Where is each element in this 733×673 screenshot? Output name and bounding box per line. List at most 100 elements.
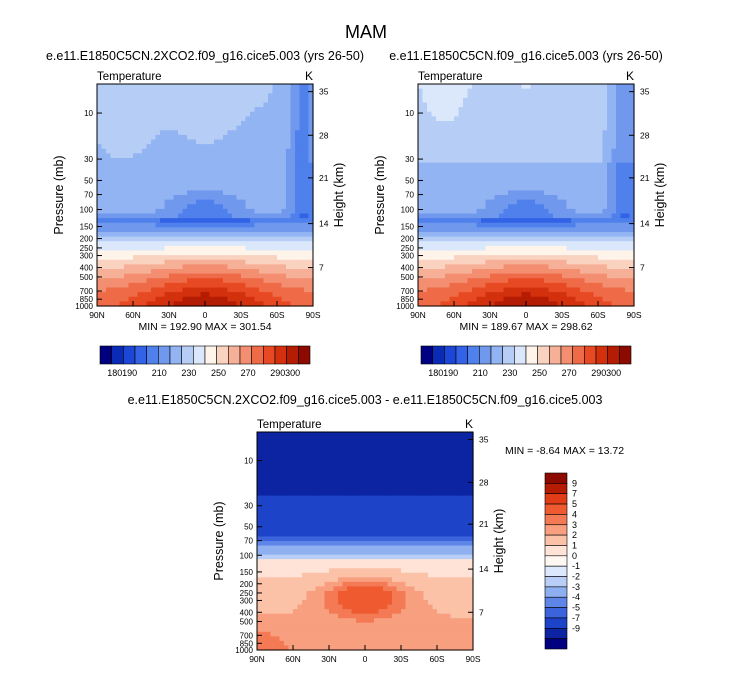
field-cell [297, 445, 303, 451]
field-cell [512, 269, 518, 275]
field-cell [476, 97, 482, 104]
field-cell [548, 107, 554, 113]
field-cell [200, 269, 206, 275]
field-cell [445, 282, 451, 289]
field-cell [481, 111, 487, 117]
field-cell [593, 144, 599, 150]
field-cell [463, 218, 469, 224]
field-cell [472, 292, 478, 298]
field-cell [218, 107, 224, 113]
field-cell [182, 181, 188, 187]
field-cell [281, 199, 287, 205]
field-cell [169, 287, 175, 293]
field-cell [508, 301, 514, 307]
field-cell [458, 241, 464, 247]
field-cell [214, 227, 220, 233]
field-cell [589, 282, 595, 289]
field-cell [544, 287, 550, 293]
field-cell [178, 88, 184, 94]
field-cell [598, 245, 604, 252]
field-cell [575, 134, 581, 141]
field-cell [580, 250, 586, 256]
field-cell [227, 269, 233, 275]
field-cell [530, 264, 536, 270]
field-cell [178, 241, 184, 247]
field-cell [142, 236, 148, 242]
field-cell [593, 158, 599, 164]
field-cell [494, 181, 500, 187]
field-cell [218, 176, 224, 182]
field-cell [106, 241, 112, 247]
field-cell [286, 204, 292, 210]
field-cell [422, 273, 428, 279]
field-cell [124, 273, 130, 279]
field-cell [232, 158, 238, 164]
field-cell [526, 273, 532, 279]
field-cell [356, 436, 362, 442]
field-cell [526, 111, 532, 117]
field-cell [209, 282, 215, 289]
field-cell [499, 139, 505, 145]
field-cell [101, 125, 107, 131]
field-cell [106, 218, 112, 224]
field-cell [562, 241, 568, 247]
field-cell [436, 250, 442, 256]
field-cell [133, 204, 139, 210]
field-cell [164, 222, 170, 228]
field-cell [383, 436, 389, 442]
field-cell [191, 222, 197, 228]
field-cell [629, 167, 635, 173]
field-cell [405, 445, 411, 451]
field-cell [173, 287, 179, 293]
field-cell [263, 195, 269, 201]
field-cell [311, 441, 317, 447]
field-cell [286, 139, 292, 145]
field-cell [490, 301, 496, 307]
field-cell [485, 287, 491, 293]
field-cell [557, 93, 563, 99]
field-cell [297, 441, 303, 447]
field-cell [187, 97, 193, 104]
field-cell [620, 269, 626, 275]
field-cell [200, 264, 206, 270]
field-cell [458, 255, 464, 261]
field-cell [449, 241, 455, 247]
field-cell [286, 167, 292, 173]
field-cell [472, 236, 478, 242]
field-cell [508, 208, 514, 215]
field-cell [160, 139, 166, 145]
field-cell [227, 278, 233, 284]
field-cell [290, 125, 296, 131]
field-cell [272, 107, 278, 113]
field-cell [137, 102, 143, 108]
field-cell [101, 176, 107, 182]
field-cell [259, 185, 265, 191]
field-cell [133, 93, 139, 99]
field-cell [503, 195, 509, 201]
field-cell [297, 454, 303, 460]
field-cell [566, 130, 572, 136]
field-cell [160, 190, 166, 196]
field-cell [521, 158, 527, 164]
field-cell [146, 250, 152, 256]
field-cell [625, 264, 631, 270]
field-cell [200, 250, 206, 256]
field-cell [320, 454, 326, 460]
field-cell [178, 296, 184, 302]
field-cell [508, 176, 514, 182]
field-cell [146, 232, 152, 238]
field-cell [101, 259, 107, 265]
field-cell [155, 130, 161, 136]
field-cell [472, 148, 478, 154]
field-cell [173, 111, 179, 117]
field-cell [508, 84, 514, 90]
field-cell [616, 93, 622, 99]
field-cell [602, 259, 608, 265]
field-cell [611, 301, 617, 307]
field-cell [378, 432, 384, 438]
field-cell [146, 301, 152, 307]
field-cell [218, 130, 224, 136]
field-cell [517, 259, 523, 265]
field-cell [169, 181, 175, 187]
field-cell [155, 301, 161, 307]
